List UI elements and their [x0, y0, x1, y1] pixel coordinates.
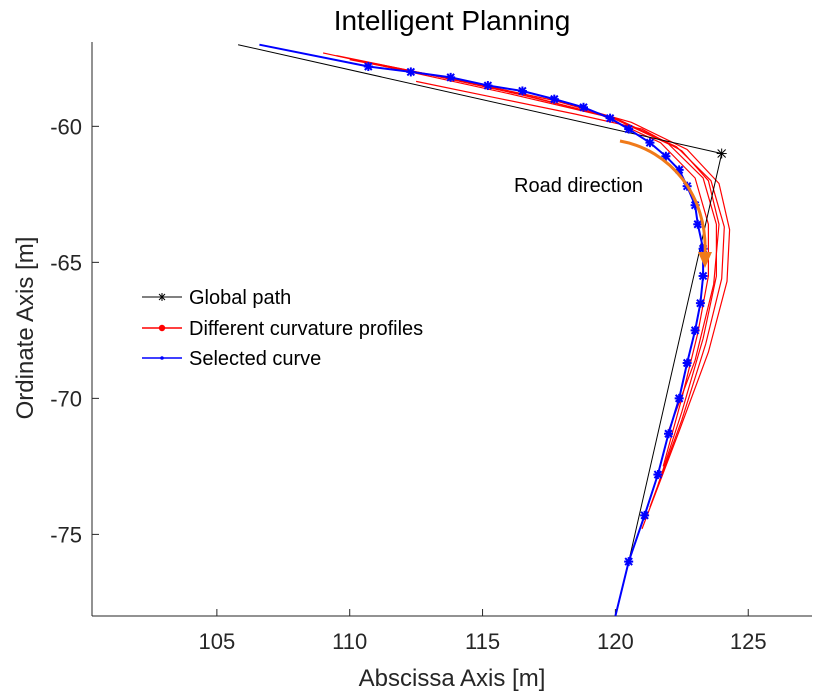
marker-stroke	[664, 429, 673, 438]
y-tick-label: -75	[50, 522, 82, 547]
legend: Global path Different curvature profiles S…	[142, 287, 423, 370]
curvature-profile-line	[415, 80, 720, 432]
marker-stroke	[579, 103, 588, 112]
road-direction-label: Road direction	[514, 175, 643, 197]
waypoint-marker	[645, 138, 655, 148]
waypoint-marker	[446, 72, 456, 82]
legend-item-profiles: Different curvature profiles	[142, 318, 423, 340]
curvature-profiles	[322, 52, 731, 530]
legend-label: Global path	[189, 287, 291, 309]
legend-marker	[158, 324, 166, 332]
waypoint-marker	[624, 124, 634, 134]
waypoint-marker	[693, 219, 703, 229]
waypoint-marker	[483, 81, 493, 91]
curvature-profile-line	[322, 52, 710, 467]
marker-stroke	[696, 298, 705, 308]
waypoint-marker	[674, 393, 684, 403]
waypoint-marker	[664, 429, 674, 439]
waypoint-marker	[363, 61, 373, 71]
x-axis-label: Abscissa Axis [m]	[359, 665, 546, 692]
y-tick-label: -70	[50, 386, 82, 411]
curvature-profile-line	[376, 63, 731, 530]
axes: 105 110 115 120 125 -60 -65 -70 -75	[50, 42, 812, 654]
legend-item-global: Global path	[142, 287, 291, 309]
waypoint-markers	[363, 61, 708, 567]
legend-marker	[158, 293, 166, 301]
waypoint-marker	[406, 67, 416, 77]
y-axis-label: Ordinate Axis [m]	[12, 237, 39, 420]
star-stroke	[717, 149, 727, 158]
marker-stroke	[640, 511, 649, 520]
waypoint-marker	[605, 113, 615, 123]
marker-stroke	[518, 86, 527, 96]
road-direction-arrow	[619, 139, 707, 256]
marker-stroke	[624, 124, 633, 134]
waypoint-marker	[624, 557, 634, 567]
waypoint-marker	[640, 510, 650, 520]
chart-title: Intelligent Planning	[334, 5, 571, 36]
waypoint-marker	[517, 86, 527, 96]
marker-stroke	[690, 326, 700, 335]
waypoint-marker	[698, 271, 708, 281]
x-tick-label: 110	[332, 629, 367, 654]
marker-stroke	[406, 67, 416, 77]
waypoint-marker	[695, 298, 705, 308]
marker-stroke	[550, 94, 559, 104]
marker-stroke	[605, 113, 615, 123]
curvature-profile-line	[349, 59, 725, 508]
waypoint-marker	[682, 358, 692, 368]
legend-label: Different curvature profiles	[189, 318, 423, 340]
curvature-profile-line	[336, 55, 718, 486]
marker-stroke	[446, 73, 455, 82]
marker-stroke	[483, 81, 493, 90]
legend-item-selected: Selected curve	[142, 348, 321, 370]
legend-label: Selected curve	[189, 348, 321, 370]
global-path	[237, 44, 727, 562]
marker-stroke	[674, 394, 684, 403]
marker-stroke	[693, 220, 702, 229]
marker-stroke	[364, 62, 373, 71]
marker-stroke	[653, 470, 663, 479]
road-direction-arrowhead	[698, 252, 712, 268]
waypoint-marker	[690, 325, 700, 335]
x-tick-label: 115	[465, 629, 500, 654]
marker-stroke	[645, 138, 655, 147]
y-tick-label: -65	[50, 250, 82, 275]
marker-stroke	[698, 271, 708, 281]
waypoint-marker	[653, 470, 663, 480]
global-path-waypoint	[716, 148, 727, 159]
x-tick-label: 125	[730, 629, 767, 654]
waypoint-marker	[549, 94, 559, 104]
waypoint-marker	[579, 102, 589, 112]
x-tick-label: 105	[199, 629, 236, 654]
road-direction-annotation: Road direction	[514, 139, 712, 268]
x-tick-label: 120	[597, 629, 634, 654]
marker-stroke	[624, 557, 633, 566]
legend-marker	[160, 356, 164, 360]
y-tick-label: -60	[50, 114, 82, 139]
global-path-line	[237, 44, 723, 562]
marker-stroke	[682, 358, 692, 368]
